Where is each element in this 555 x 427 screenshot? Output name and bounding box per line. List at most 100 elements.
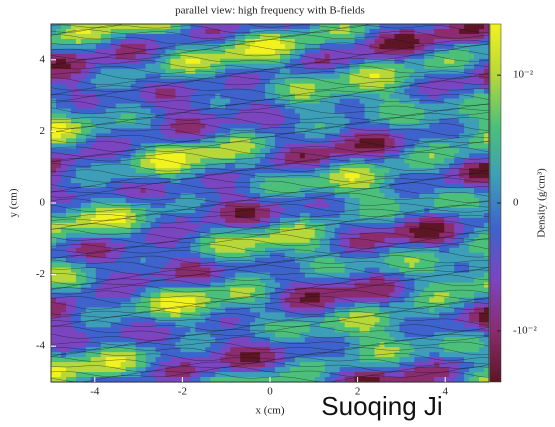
texture-cell — [260, 268, 266, 274]
texture-cell — [66, 163, 72, 169]
texture-cell — [270, 24, 276, 30]
texture-cell — [51, 24, 57, 30]
texture-cell — [345, 223, 351, 229]
texture-cell — [295, 302, 301, 308]
texture-cell — [121, 99, 127, 105]
texture-cell — [131, 133, 137, 139]
texture-cell — [275, 104, 281, 110]
texture-cell — [295, 84, 301, 90]
texture-cell — [225, 293, 231, 299]
texture-cell — [180, 109, 186, 115]
texture-cell — [365, 297, 371, 303]
texture-cell — [340, 273, 346, 279]
texture-cell — [414, 238, 420, 244]
texture-cell — [190, 123, 196, 129]
texture-cell — [61, 288, 67, 294]
texture-cell — [429, 297, 435, 303]
texture-cell — [404, 183, 410, 189]
texture-cell — [141, 238, 147, 244]
texture-cell — [434, 89, 440, 95]
texture-cell — [380, 69, 386, 75]
texture-cell — [141, 253, 147, 259]
texture-cell — [429, 213, 435, 219]
texture-cell — [285, 69, 291, 75]
texture-cell — [245, 123, 251, 129]
texture-cell — [96, 133, 102, 139]
texture-cell — [210, 163, 216, 169]
texture-cell — [320, 258, 326, 264]
texture-cell — [161, 233, 167, 239]
texture-cell — [170, 288, 176, 294]
texture-cell — [439, 297, 445, 303]
texture-cell — [414, 34, 420, 40]
texture-cell — [424, 114, 430, 120]
texture-cell — [195, 293, 201, 299]
texture-cell — [255, 39, 261, 45]
texture-cell — [305, 104, 311, 110]
texture-cell — [225, 118, 231, 124]
texture-cell — [459, 109, 465, 115]
texture-cell — [180, 208, 186, 214]
texture-cell — [300, 29, 306, 35]
texture-cell — [275, 178, 281, 184]
texture-cell — [320, 208, 326, 214]
texture-cell — [66, 138, 72, 144]
texture-cell — [71, 178, 77, 184]
texture-cell — [310, 288, 316, 294]
texture-cell — [404, 123, 410, 129]
texture-cell — [151, 168, 157, 174]
texture-cell — [384, 54, 390, 60]
texture-cell — [315, 153, 321, 159]
texture-cell — [151, 253, 157, 259]
texture-cell — [360, 238, 366, 244]
texture-cell — [370, 208, 376, 214]
texture-cell — [434, 253, 440, 259]
texture-cell — [270, 183, 276, 189]
texture-cell — [424, 148, 430, 154]
texture-cell — [449, 158, 455, 164]
texture-cell — [330, 24, 336, 30]
texture-cell — [384, 293, 390, 299]
texture-cell — [474, 293, 480, 299]
texture-cell — [280, 188, 286, 194]
texture-cell — [56, 133, 62, 139]
texture-cell — [325, 84, 331, 90]
texture-cell — [81, 273, 87, 279]
texture-cell — [245, 59, 251, 65]
texture-cell — [235, 183, 241, 189]
texture-cell — [409, 163, 415, 169]
texture-cell — [345, 293, 351, 299]
texture-cell — [310, 263, 316, 269]
texture-cell — [419, 263, 425, 269]
texture-cell — [280, 89, 286, 95]
texture-cell — [151, 109, 157, 115]
texture-cell — [51, 163, 57, 169]
texture-cell — [76, 143, 82, 149]
texture-cell — [380, 94, 386, 100]
texture-cell — [260, 302, 266, 308]
texture-cell — [355, 69, 361, 75]
texture-cell — [370, 123, 376, 129]
texture-cell — [404, 64, 410, 70]
texture-cell — [355, 183, 361, 189]
texture-cell — [375, 123, 381, 129]
texture-cell — [61, 29, 67, 35]
texture-cell — [175, 188, 181, 194]
texture-cell — [81, 138, 87, 144]
texture-cell — [409, 39, 415, 45]
texture-cell — [131, 99, 137, 105]
texture-cell — [350, 188, 356, 194]
texture-cell — [161, 283, 167, 289]
texture-cell — [215, 273, 221, 279]
texture-cell — [414, 133, 420, 139]
texture-cell — [131, 198, 137, 204]
texture-cell — [355, 99, 361, 105]
texture-cell — [409, 233, 415, 239]
texture-cell — [245, 104, 251, 110]
texture-cell — [81, 54, 87, 60]
texture-cell — [126, 208, 132, 214]
texture-cell — [121, 133, 127, 139]
texture-cell — [235, 99, 241, 105]
texture-cell — [474, 69, 480, 75]
texture-cell — [340, 74, 346, 80]
